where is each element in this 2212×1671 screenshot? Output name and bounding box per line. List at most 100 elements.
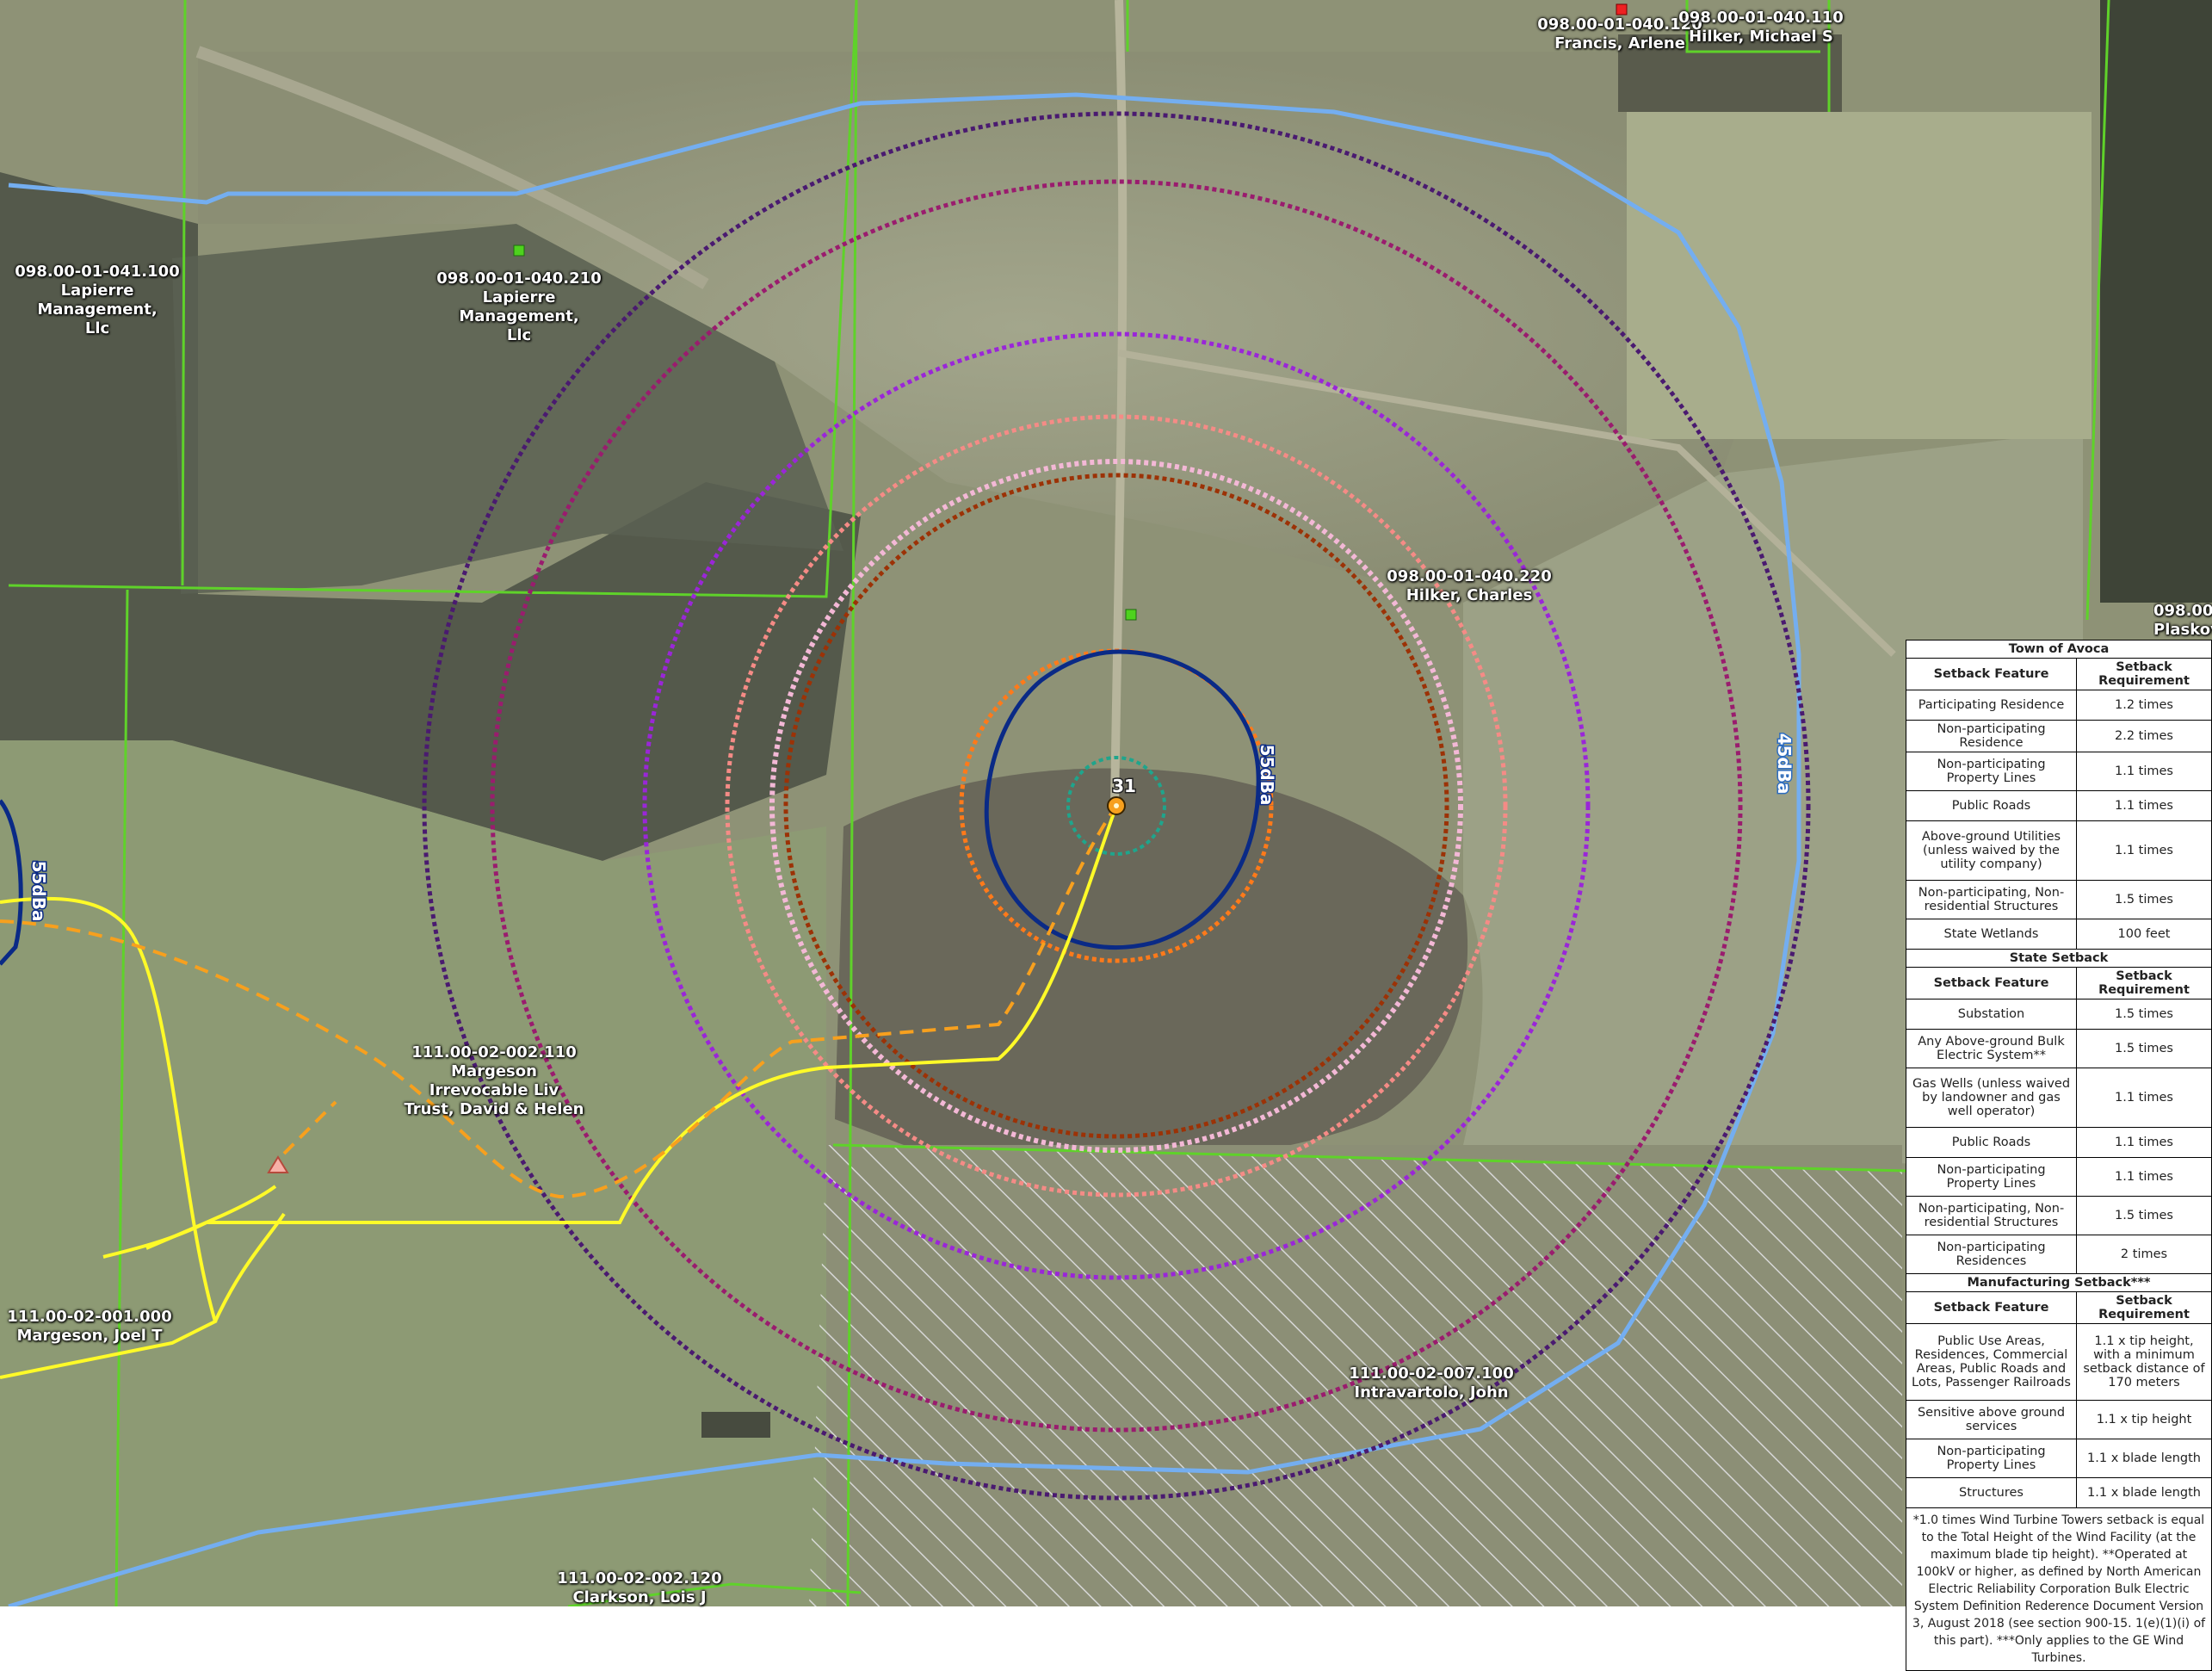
parcel-label-111-007-100: 111.00-02-007.100 Intravartolo, John (1349, 1365, 1513, 1402)
parcel-id: 098.00-01-040.110 (1678, 9, 1844, 27)
collection-line (0, 804, 1118, 1199)
ring-8 (1066, 756, 1166, 856)
setback-requirement-cell: 100 feet (2076, 919, 2212, 950)
header-feature: Setback Feature (1906, 658, 2077, 690)
header-requirement: Setback Requirement (2076, 967, 2212, 1000)
table-row: Participating Residence 1.2 times (1906, 690, 2212, 721)
ring-1 (422, 111, 1811, 1501)
setback-requirement-cell: 1.2 times (2076, 690, 2212, 721)
pipe-stack (701, 1412, 770, 1438)
ring-3 (642, 331, 1591, 1280)
parcel-id: 098.00-01-040.120 (1537, 15, 1702, 34)
access-roads (0, 805, 1118, 1379)
parcel-owner: Plaskov, Robert H (2153, 621, 2212, 639)
setback-requirement-cell: 1.1 times (2076, 752, 2212, 791)
setback-requirement-cell: 1.1 x tip height, with a minimum setback… (2076, 1323, 2212, 1401)
section-row: Manufacturing Setback*** (1906, 1273, 2212, 1292)
structure-marker[interactable] (1125, 609, 1137, 621)
ring-2 (490, 179, 1743, 1433)
parcel-owner: Lapierre Management, Llc (37, 282, 158, 337)
forest-north-strip (1618, 34, 1842, 112)
contour-55dba-line (984, 649, 1261, 950)
section-title: State Setback (1906, 949, 2212, 968)
setback-feature-cell: Substation (1906, 999, 2077, 1030)
parcel-owner: Clarkson, Lois J (572, 1588, 707, 1606)
setback-feature-cell: Any Above-ground Bulk Electric System** (1906, 1029, 2077, 1068)
header-requirement: Setback Requirement (2076, 658, 2212, 690)
parcel-id: 098.00-01-041.100 (15, 263, 180, 281)
parcel-id: 098.00-01-040.210 (436, 269, 602, 288)
header-feature: Setback Feature (1906, 967, 2077, 1000)
setback-feature-cell: Non-participating Property Lines (1906, 752, 2077, 791)
setback-requirement-cell: 1.1 times (2076, 1068, 2212, 1128)
footnote-row: *1.0 times Wind Turbine Towers setback i… (1906, 1507, 2212, 1671)
parcel-id: 111.00-02-007.100 (1349, 1365, 1514, 1383)
contour-label-55dba-west: 55dBa (28, 861, 49, 922)
structure-marker-3[interactable] (1616, 3, 1628, 15)
structure-marker-2[interactable] (513, 244, 525, 257)
field-southwest (0, 740, 826, 1606)
setback-feature-cell: State Wetlands (1906, 919, 2077, 950)
section-title: Manufacturing Setback*** (1906, 1273, 2212, 1292)
contour-label-45dba: 45dBa (1774, 733, 1795, 795)
parcel-owner: Hilker, Michael S (1689, 28, 1833, 46)
header-requirement: Setback Requirement (2076, 1291, 2212, 1324)
table-row: Non-participating Property Lines 1.1 time… (1906, 752, 2212, 791)
setback-requirement-cell: 1.1 times (2076, 820, 2212, 881)
table-row: Non-participating Residence 2.2 times (1906, 720, 2212, 752)
ring-6 (783, 473, 1449, 1139)
parcel-id: 111.00-02-001.000 (7, 1308, 172, 1326)
contour-label-55dba: 55dBa (1257, 745, 1277, 806)
parcel-id: 111.00-02-002.110 (411, 1043, 577, 1061)
turbine-number: 31 (1112, 776, 1136, 796)
contour-55dba-west-line (0, 799, 23, 966)
ring-4 (725, 414, 1508, 1198)
setback-feature-cell: Public Use Areas, Residences, Commercial… (1906, 1323, 2077, 1401)
setback-feature-cell: Above-ground Utilities (unless waived by… (1906, 820, 2077, 881)
parcel-owner: Francis, Arlene (1554, 34, 1685, 53)
farm-track-3 (195, 46, 709, 290)
table-row: Non-participating Property Lines 1.1 time… (1906, 1157, 2212, 1197)
setback-feature-cell: Participating Residence (1906, 690, 2077, 721)
field-north (198, 52, 1851, 603)
setback-feature-cell: Non-participating Property Lines (1906, 1157, 2077, 1197)
setback-requirement-cell: 1.1 times (2076, 1157, 2212, 1197)
setback-requirement-cell: 1.1 times (2076, 790, 2212, 821)
header-feature: Setback Feature (1906, 1291, 2077, 1324)
table-row: State Wetlands 100 feet (1906, 919, 2212, 950)
parcel-label-098-041-100: 098.00-01-041.100 Lapierre Management, L… (15, 263, 179, 338)
parcel-label-098-040-210: 098.00-01-040.210 Lapierre Management, L… (436, 269, 601, 345)
parcel-label-098-040-120: 098.00-01-040.120 Francis, Arlene (1537, 15, 1702, 53)
parcel-owner: Margeson Irrevocable Liv Trust, David & … (404, 1062, 584, 1118)
section-town: Town of Avoca (1906, 640, 2212, 659)
parcel-owner: Hilker, Charles (1406, 586, 1533, 604)
setback-feature-cell: Non-participating Residences (1906, 1235, 2077, 1274)
table-row: Non-participating Residences 2 times (1906, 1235, 2212, 1274)
setback-rings (422, 111, 1811, 1501)
table-row: Public Roads 1.1 times (1906, 1127, 2212, 1158)
parcel-label-098-040-220: 098.00-01-040.220 Hilker, Charles (1387, 567, 1551, 605)
field-northeast (1627, 112, 2092, 439)
aerial-map[interactable]: 31 45dBa 55dBa 55dBa (0, 0, 2212, 1606)
parcel-label-098-040-110: 098.00-01-040.110 Hilker, Michael S (1678, 9, 1843, 46)
met-tower-icon[interactable] (267, 1155, 289, 1173)
table-header-row: Setback Feature Setback Requirement (1906, 967, 2212, 1000)
table-header-row: Setback Feature Setback Requirement (1906, 1291, 2212, 1324)
turbine-icon-center (1114, 803, 1119, 808)
setback-feature-cell: Non-participating Residence (1906, 720, 2077, 752)
parcel-id: 111.00-02-002.120 (557, 1569, 722, 1587)
forest-center (835, 768, 1468, 1162)
setback-requirement-cell: 1.1 x blade length (2076, 1477, 2212, 1508)
setback-feature-cell: Structures (1906, 1477, 2077, 1508)
setback-requirement-cell: 2 times (2076, 1235, 2212, 1274)
ring-5 (769, 459, 1463, 1153)
setback-feature-cell: Public Roads (1906, 1127, 2077, 1158)
parcel-label-098-039-00: 098.00-01-039.00 Plaskov, Robert H (2153, 602, 2212, 640)
setback-feature-cell: Non-participating, Non-residential Struc… (1906, 1196, 2077, 1235)
table-row: Sensitive above ground services 1.1 x tip… (1906, 1400, 2212, 1439)
table-row: Non-participating, Non-residential Struc… (1906, 880, 2212, 919)
setback-feature-cell: Non-participating Property Lines (1906, 1439, 2077, 1478)
table-row: Substation 1.5 times (1906, 999, 2212, 1030)
parcel-id: 098.00-01-040.220 (1387, 567, 1552, 585)
parcel-lines (8, 0, 2110, 1606)
